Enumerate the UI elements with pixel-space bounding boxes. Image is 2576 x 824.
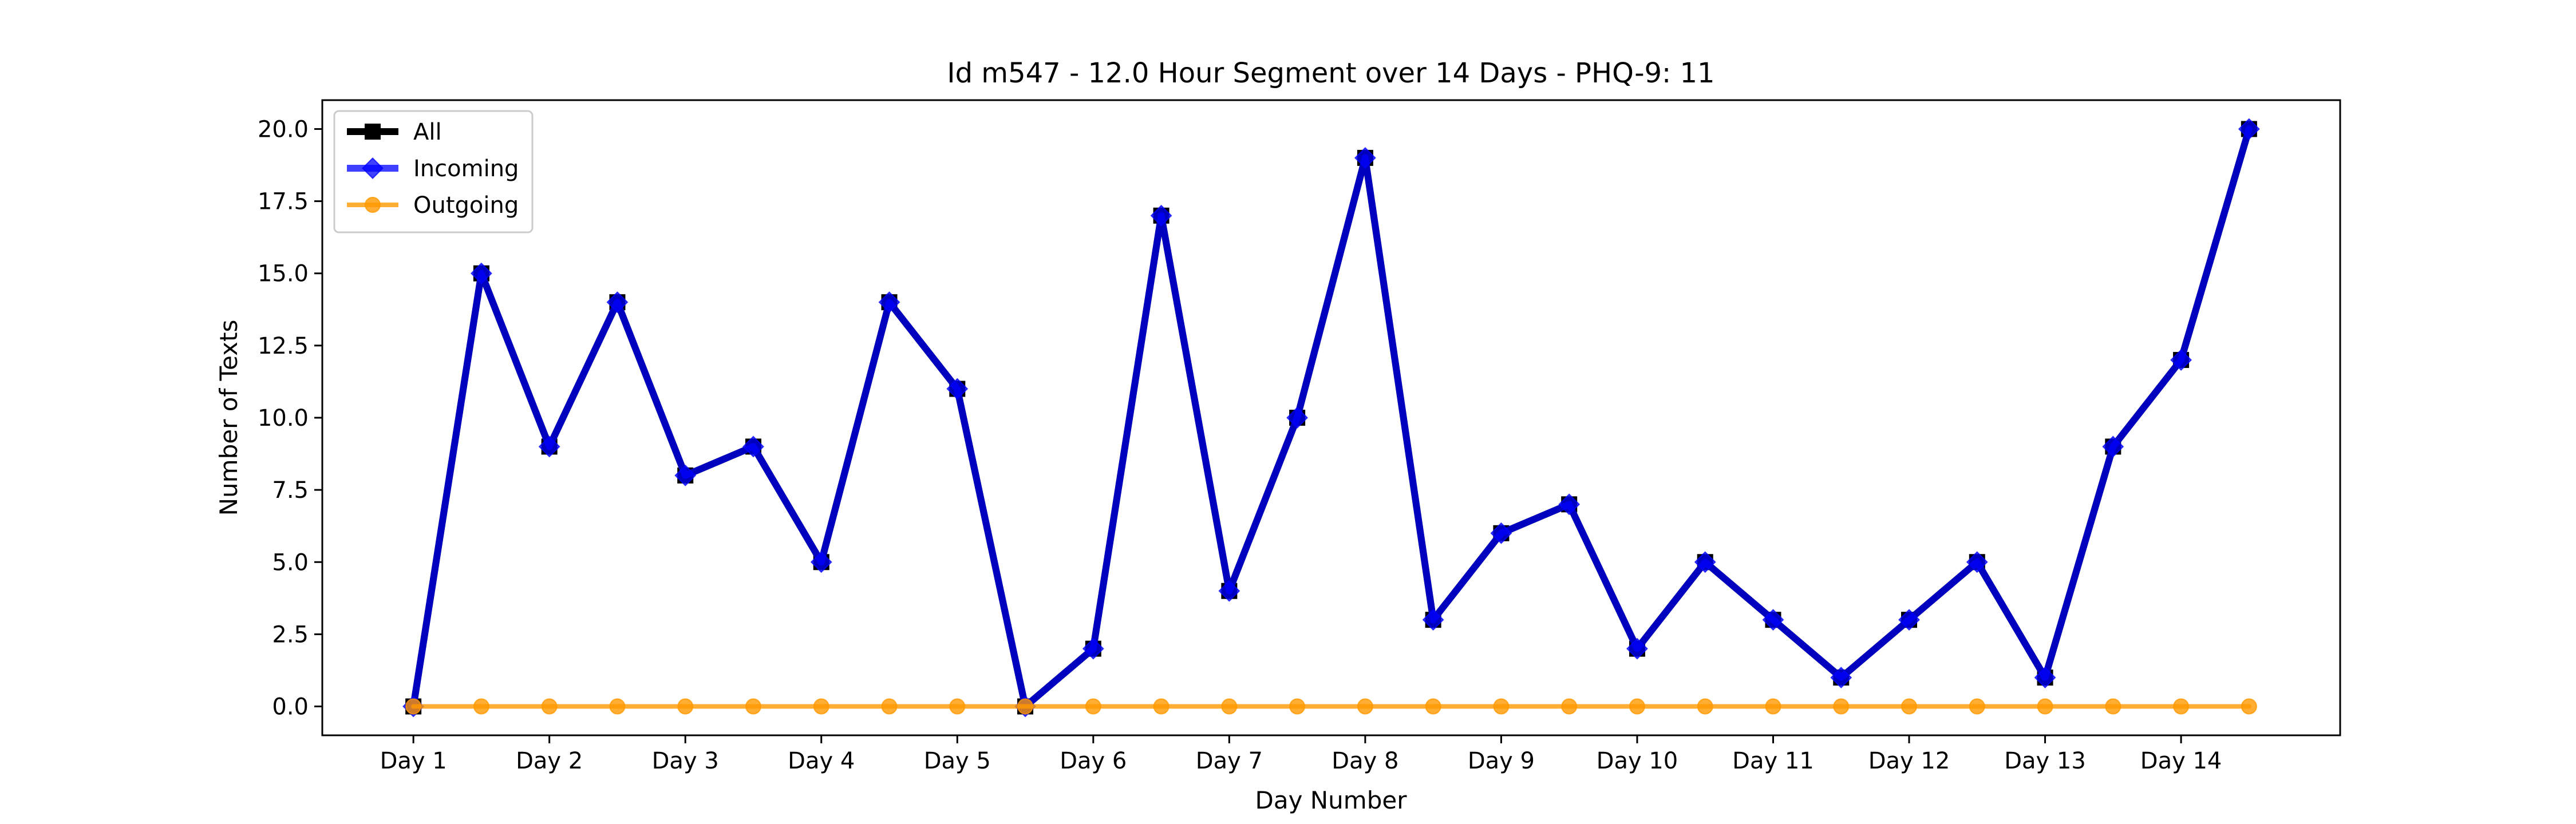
data-point-outgoing (949, 698, 966, 715)
x-tick-label: Day 12 (1868, 748, 1950, 774)
legend-swatch-marker (365, 124, 381, 140)
x-tick-label: Day 8 (1332, 748, 1398, 774)
x-tick-label: Day 9 (1468, 748, 1535, 774)
data-point-outgoing (1629, 698, 1645, 715)
data-point-incoming (2102, 435, 2124, 458)
data-point-incoming (1898, 609, 1920, 631)
data-point-outgoing (473, 698, 489, 715)
y-tick-label: 10.0 (258, 405, 309, 431)
data-point-incoming (1286, 407, 1309, 429)
chart-title: Id m547 - 12.0 Hour Segment over 14 Days… (947, 57, 1714, 89)
data-point-incoming (878, 291, 900, 314)
data-point-outgoing (1901, 698, 1918, 715)
data-point-incoming (538, 435, 560, 458)
y-axis-label: Number of Texts (215, 320, 243, 516)
data-point-outgoing (1765, 698, 1781, 715)
series-line-incoming (410, 125, 2253, 710)
data-point-outgoing (405, 698, 422, 715)
y-axis: 0.0 2.5 5.0 7.5 10.0 12.5 15.0 17.5 20.0 (258, 116, 322, 720)
x-tick-label: Day 7 (1196, 748, 1263, 774)
x-tick-label: Day 14 (2140, 748, 2222, 774)
data-point-incoming (674, 464, 697, 486)
data-point-outgoing (2105, 698, 2121, 715)
y-tick-label: 2.5 (272, 621, 309, 648)
x-tick-label: Day 1 (380, 748, 447, 774)
data-point-incoming (1762, 609, 1784, 631)
y-tick-label: 15.0 (258, 261, 309, 287)
data-point-incoming (1354, 146, 1376, 169)
data-point-outgoing (1017, 698, 1034, 715)
legend-box (333, 110, 534, 233)
y-tick-label: 0.0 (272, 694, 309, 720)
data-point-incoming (606, 291, 629, 314)
x-tick-label: Day 10 (1597, 748, 1678, 774)
x-axis-label: Day Number (1255, 786, 1407, 814)
data-point-incoming (1966, 551, 1988, 573)
data-point-outgoing (1085, 698, 1101, 715)
x-tick-label: Day 2 (516, 748, 583, 774)
data-point-outgoing (1425, 698, 1441, 715)
data-point-incoming (2170, 349, 2192, 371)
data-point-outgoing (2241, 698, 2257, 715)
data-point-outgoing (1493, 698, 1510, 715)
legend-item: Incoming (347, 156, 519, 182)
y-tick-label: 5.0 (272, 549, 309, 576)
data-point-outgoing (1697, 698, 1713, 715)
x-tick-label: Day 6 (1060, 748, 1127, 774)
y-tick-label: 20.0 (258, 116, 309, 142)
data-point-outgoing (1221, 698, 1238, 715)
data-point-incoming (1150, 204, 1172, 227)
data-point-incoming (2034, 667, 2056, 689)
y-tick-label: 17.5 (258, 189, 309, 215)
data-point-incoming (946, 378, 969, 400)
legend-label: Incoming (413, 156, 519, 182)
data-point-outgoing (1833, 698, 1850, 715)
data-point-outgoing (1969, 698, 1985, 715)
data-point-outgoing (2037, 698, 2053, 715)
data-point-outgoing (677, 698, 694, 715)
data-point-incoming (2238, 118, 2260, 140)
data-point-incoming (1082, 637, 1104, 660)
x-tick-label: Day 13 (2004, 748, 2086, 774)
data-point-incoming (1830, 667, 1852, 689)
data-point-incoming (742, 435, 764, 458)
x-tick-label: Day 5 (924, 748, 991, 774)
data-point-outgoing (1561, 698, 1578, 715)
x-tick-label: Day 4 (788, 748, 855, 774)
data-point-incoming (1422, 609, 1444, 631)
data-point-outgoing (541, 698, 558, 715)
data-point-outgoing (1357, 698, 1373, 715)
x-axis: Day 1 Day 2 Day 3 Day 4 Day 5 Day 6 Day 7 Day 8… (380, 735, 2222, 774)
data-point-outgoing (609, 698, 626, 715)
data-point-outgoing (1289, 698, 1306, 715)
series-outgoing (405, 698, 2257, 715)
data-point-incoming (470, 262, 492, 284)
data-point-incoming (1694, 551, 1716, 573)
legend: All Incoming Outgoing (333, 110, 534, 233)
legend-label: Outgoing (413, 192, 519, 219)
legend-swatch-marker (365, 197, 381, 213)
data-point-incoming (1558, 493, 1581, 516)
legend-item: All (347, 119, 442, 145)
data-point-outgoing (745, 698, 761, 715)
legend-swatch-marker (362, 157, 384, 179)
data-point-incoming (1626, 637, 1648, 660)
data-point-outgoing (881, 698, 898, 715)
data-point-incoming (1218, 580, 1240, 602)
data-point-incoming (1490, 522, 1512, 544)
data-point-outgoing (2173, 698, 2190, 715)
data-point-outgoing (1153, 698, 1170, 715)
data-point-outgoing (813, 698, 829, 715)
series-layer (402, 118, 2260, 718)
legend-label: All (413, 119, 442, 145)
x-tick-label: Day 11 (1732, 748, 1814, 774)
data-point-incoming (810, 551, 832, 573)
y-tick-label: 7.5 (272, 477, 309, 504)
y-tick-label: 12.5 (258, 333, 309, 359)
legend-item: Outgoing (347, 192, 519, 219)
x-tick-label: Day 3 (652, 748, 719, 774)
